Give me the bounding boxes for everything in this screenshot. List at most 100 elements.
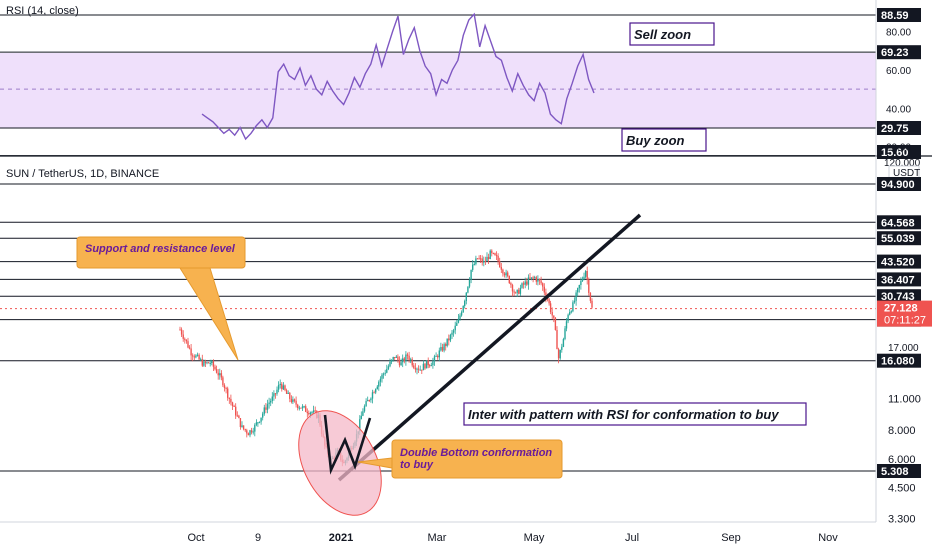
candle-body <box>479 258 482 260</box>
candle-body <box>577 288 579 293</box>
candle-body <box>265 407 267 410</box>
candle-body <box>524 281 526 285</box>
candle-body <box>465 292 467 301</box>
svg-text:64.568: 64.568 <box>881 217 915 229</box>
candle-body <box>190 348 192 356</box>
time-axis-tick: Nov <box>818 532 838 544</box>
candle-body <box>548 299 550 304</box>
candle-body <box>551 312 553 316</box>
candle-body <box>314 410 316 412</box>
candle-body <box>279 383 281 385</box>
candle-body <box>266 404 269 410</box>
candle-body <box>390 359 393 362</box>
candle-body <box>446 338 448 346</box>
candle-body <box>293 399 296 401</box>
candle-body <box>376 386 378 389</box>
candle-body <box>553 315 555 318</box>
candle-body <box>530 277 533 279</box>
candle-body <box>370 398 372 401</box>
candle-body <box>468 280 471 287</box>
candle-body <box>443 344 445 351</box>
candle-body <box>244 429 246 431</box>
candle-body <box>285 390 288 394</box>
candle-body <box>497 255 499 262</box>
sr-level-tag: 43.520 <box>877 254 921 269</box>
candle-body <box>408 355 410 360</box>
candle-body <box>402 358 404 363</box>
candle-body <box>271 396 273 401</box>
svg-text:16.080: 16.080 <box>881 356 915 368</box>
candle-body <box>262 413 264 418</box>
candle-body <box>578 285 580 289</box>
candle-body <box>583 276 585 280</box>
candle-body <box>276 389 278 394</box>
candle-body <box>540 280 542 284</box>
candle-body <box>481 258 483 263</box>
candle-body <box>484 261 487 262</box>
candle-body <box>187 341 189 348</box>
candle-body <box>371 392 374 399</box>
price-axis-tick: 4.500 <box>888 482 916 494</box>
candle-body <box>395 356 397 358</box>
candle-body <box>206 362 208 364</box>
buy-zone-box[interactable] <box>621 128 707 152</box>
rsi-level-tag: 15.60 <box>877 145 921 159</box>
candle-body <box>379 378 382 382</box>
double-bottom-callout-text: Double Bottom conformation to buy <box>400 447 553 471</box>
candle-body <box>300 407 302 409</box>
candle-body <box>381 374 383 379</box>
candle-body <box>499 261 501 267</box>
svg-text:69.23: 69.23 <box>881 47 909 59</box>
double-bottom-callout-box[interactable] <box>391 439 563 479</box>
rsi-axis-tick: 60.00 <box>886 66 911 77</box>
candle-body <box>239 418 242 427</box>
candle-body <box>303 406 305 408</box>
candle-body <box>228 397 230 399</box>
candle-body <box>535 277 537 282</box>
sr-level-tag: 30.743 <box>877 289 921 304</box>
candle-body <box>387 366 390 369</box>
candle-body <box>389 361 391 367</box>
inter-pattern-box[interactable] <box>463 402 807 426</box>
svg-text:30.743: 30.743 <box>881 291 915 303</box>
candle-body <box>367 400 369 402</box>
candle-body <box>467 286 469 293</box>
candle-body <box>565 321 568 329</box>
time-axis-tick: 2021 <box>329 532 353 544</box>
candle-body <box>472 264 474 270</box>
candle-body <box>511 284 514 292</box>
rsi-axis-tick: 40.00 <box>886 104 911 115</box>
candle-body <box>527 277 530 285</box>
candle-body <box>487 256 490 259</box>
sr-level-tag: 64.568 <box>877 215 921 230</box>
candle-body <box>305 406 307 412</box>
candle-body <box>257 422 259 424</box>
candle-body <box>543 286 545 293</box>
trend-line[interactable] <box>337 213 642 482</box>
rsi-line <box>201 12 595 141</box>
candle-body <box>359 419 361 432</box>
candle-body <box>494 253 496 256</box>
candle-body <box>464 301 466 306</box>
candle-body <box>222 377 224 386</box>
candle-body <box>549 303 552 312</box>
candle-body <box>564 328 566 339</box>
candle-body <box>196 354 199 356</box>
double-bottom-ellipse[interactable] <box>282 397 398 530</box>
candle-body <box>238 415 240 419</box>
candle-body <box>445 344 447 346</box>
candle-body <box>410 359 412 361</box>
candle-body <box>505 272 507 276</box>
candle-body <box>522 283 525 285</box>
candle-body <box>375 389 377 393</box>
candle-body <box>249 430 251 436</box>
candle-body <box>507 272 509 277</box>
candle-body <box>430 365 432 367</box>
support-callout-box[interactable] <box>76 236 246 269</box>
price-axis-tick: 6.000 <box>888 454 916 466</box>
sr-level-tag: 55.039 <box>877 231 921 246</box>
sell-zone-box[interactable] <box>629 22 715 46</box>
candle-body <box>270 401 272 403</box>
